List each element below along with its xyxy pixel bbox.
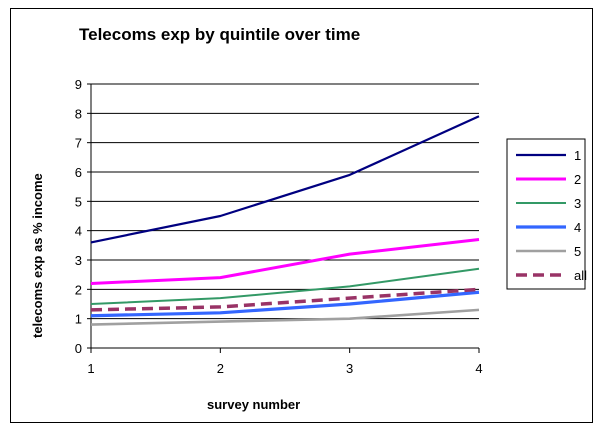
series-lines <box>90 115 480 326</box>
legend-label-3: 3 <box>574 196 581 211</box>
y-tick-label: 8 <box>75 106 82 121</box>
legend-box <box>506 138 586 290</box>
legend-label-all: all <box>574 268 587 283</box>
x-axis-title: survey number <box>207 397 300 412</box>
x-tick-label: 4 <box>475 361 482 376</box>
series-line-4 <box>90 290 480 318</box>
series-line-1 <box>90 115 480 244</box>
x-tick-label: 1 <box>87 361 94 376</box>
y-tick-label: 1 <box>75 312 82 327</box>
y-tick-label: 0 <box>75 341 82 356</box>
y-tick-label: 3 <box>75 253 82 268</box>
legend: 1 2 3 4 5 all <box>506 138 587 290</box>
chart-title: Telecoms exp by quintile over time <box>79 25 360 44</box>
x-tick-label: 2 <box>217 361 224 376</box>
y-tick-label: 9 <box>75 77 82 92</box>
legend-label-4: 4 <box>574 220 581 235</box>
grid-lines <box>87 83 480 353</box>
legend-label-5: 5 <box>574 244 581 259</box>
series-line-5 <box>90 308 480 326</box>
y-axis-title: telecoms exp as % income <box>30 173 45 338</box>
y-tick-label: 5 <box>75 194 82 209</box>
y-tick-label: 6 <box>75 165 82 180</box>
series-line-2 <box>90 237 480 285</box>
y-tick-labels: 0 1 2 3 4 5 6 7 8 9 <box>75 77 82 356</box>
line-chart: Telecoms exp by quintile over time 01234… <box>30 25 587 412</box>
y-tick-label: 7 <box>75 136 82 151</box>
series-line-3 <box>90 267 480 305</box>
y-tick-label: 4 <box>75 224 82 239</box>
legend-label-1: 1 <box>574 148 581 163</box>
x-tick-label: 3 <box>346 361 353 376</box>
legend-label-2: 2 <box>574 172 581 187</box>
series-line-all <box>90 287 480 312</box>
x-tick-labels: 1 2 3 4 <box>87 361 482 376</box>
y-tick-label: 2 <box>75 282 82 297</box>
